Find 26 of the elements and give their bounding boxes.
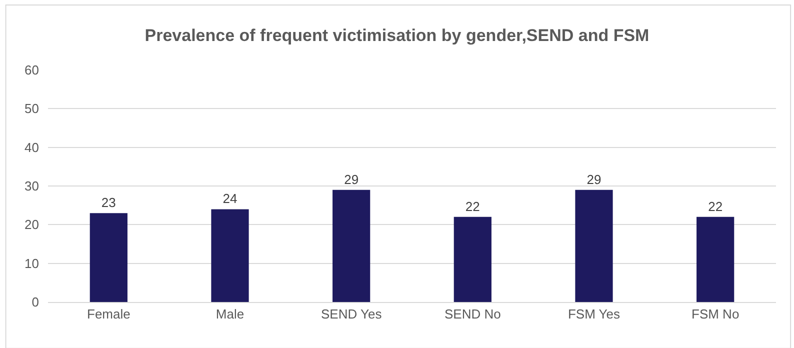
y-tick-label: 60 — [24, 62, 39, 78]
y-tick-label: 20 — [24, 217, 39, 232]
bar — [211, 209, 249, 302]
y-tick-label: 50 — [24, 101, 39, 116]
chart-title: Prevalence of frequent victimisation by gender,SEND and FSM — [144, 26, 650, 45]
data-label: 29 — [344, 172, 359, 187]
bar — [454, 216, 492, 302]
x-tick-label: Female — [86, 306, 130, 322]
data-label: 24 — [222, 191, 238, 206]
bar — [90, 213, 128, 302]
data-label: 22 — [465, 198, 480, 214]
x-tick-label: FSM Yes — [568, 306, 621, 322]
y-tick-label: 0 — [32, 294, 39, 310]
y-tick-label: 40 — [24, 140, 39, 155]
y-tick-label: 10 — [24, 256, 39, 271]
x-tick-label: FSM No — [691, 306, 740, 322]
bar — [575, 190, 613, 302]
x-tick-label: SEND Yes — [320, 306, 382, 322]
data-label: 22 — [708, 198, 723, 214]
x-tick-label: SEND No — [444, 306, 501, 322]
data-label: 23 — [101, 195, 116, 210]
y-tick-label: 30 — [24, 178, 39, 194]
bar — [332, 190, 370, 302]
bar — [696, 216, 734, 302]
data-label: 29 — [586, 172, 602, 187]
x-tick-label: Male — [216, 306, 244, 322]
